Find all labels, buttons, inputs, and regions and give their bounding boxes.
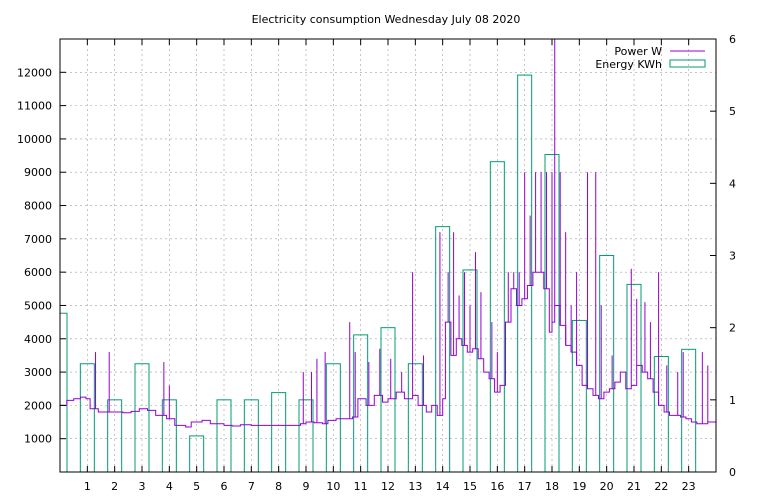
y2-tick-label: 6 <box>729 33 736 46</box>
power-series <box>60 39 717 428</box>
y-tick-label: 6000 <box>24 266 52 279</box>
x-tick-label: 8 <box>275 480 282 493</box>
x-tick-label: 1 <box>84 480 91 493</box>
y-tick-label: 5000 <box>24 299 52 312</box>
x-tick-label: 15 <box>463 480 477 493</box>
y2-tick-label: 4 <box>729 177 736 190</box>
y-tick-label: 4000 <box>24 333 52 346</box>
y-tick-label: 9000 <box>24 166 52 179</box>
x-tick-label: 3 <box>139 480 146 493</box>
x-tick-label: 18 <box>545 480 559 493</box>
x-tick-label: 22 <box>654 480 668 493</box>
y2-tick-label: 2 <box>729 322 736 335</box>
power-line <box>60 271 717 428</box>
grid <box>60 39 716 472</box>
energy-bar <box>626 283 642 473</box>
y-tick-label: 8000 <box>24 200 52 213</box>
y-axis: 1000 2000 3000 4000 5000 6000 7000 8000 9000 1000… <box>17 66 66 446</box>
y-tick-label: 12000 <box>17 66 52 79</box>
y-tick-label: 1000 <box>24 433 52 446</box>
x-tick-label: 16 <box>490 480 504 493</box>
x-tick-label: 4 <box>166 480 173 493</box>
x-tick-label: 23 <box>682 480 696 493</box>
chart-title: Electricity consumption Wednesday July 0… <box>252 13 521 26</box>
y-tick-label: 2000 <box>24 399 52 412</box>
x-axis: 1 2 3 4 5 6 7 8 9 10 11 12 13 14 15 16 17 18 19 20 21 22 23 <box>84 39 696 493</box>
y2-axis: 0 1 2 3 4 5 6 <box>710 33 736 479</box>
y2-tick-label: 5 <box>729 105 736 118</box>
y-tick-label: 7000 <box>24 233 52 246</box>
x-tick-label: 5 <box>193 480 200 493</box>
x-tick-label: 2 <box>111 480 118 493</box>
legend-energy-label: Energy KWh <box>595 58 662 71</box>
y-tick-label: 11000 <box>17 100 52 113</box>
y-tick-label: 10000 <box>17 133 52 146</box>
y2-tick-label: 0 <box>729 466 736 479</box>
y2-tick-label: 3 <box>729 250 736 263</box>
x-tick-label: 21 <box>627 480 641 493</box>
x-tick-label: 6 <box>221 480 228 493</box>
legend: Power W Energy KWh <box>595 45 706 71</box>
energy-bar <box>59 312 68 473</box>
x-tick-label: 13 <box>408 480 422 493</box>
x-tick-label: 9 <box>303 480 310 493</box>
x-tick-label: 14 <box>436 480 450 493</box>
x-tick-label: 11 <box>354 480 368 493</box>
x-tick-label: 7 <box>248 480 255 493</box>
x-tick-label: 17 <box>518 480 532 493</box>
x-tick-label: 10 <box>326 480 340 493</box>
x-tick-label: 19 <box>572 480 586 493</box>
y2-tick-label: 1 <box>729 394 736 407</box>
legend-energy-swatch <box>669 59 706 68</box>
x-tick-label: 20 <box>600 480 614 493</box>
legend-power-label: Power W <box>614 45 662 58</box>
y-tick-label: 3000 <box>24 366 52 379</box>
x-tick-label: 12 <box>381 480 395 493</box>
